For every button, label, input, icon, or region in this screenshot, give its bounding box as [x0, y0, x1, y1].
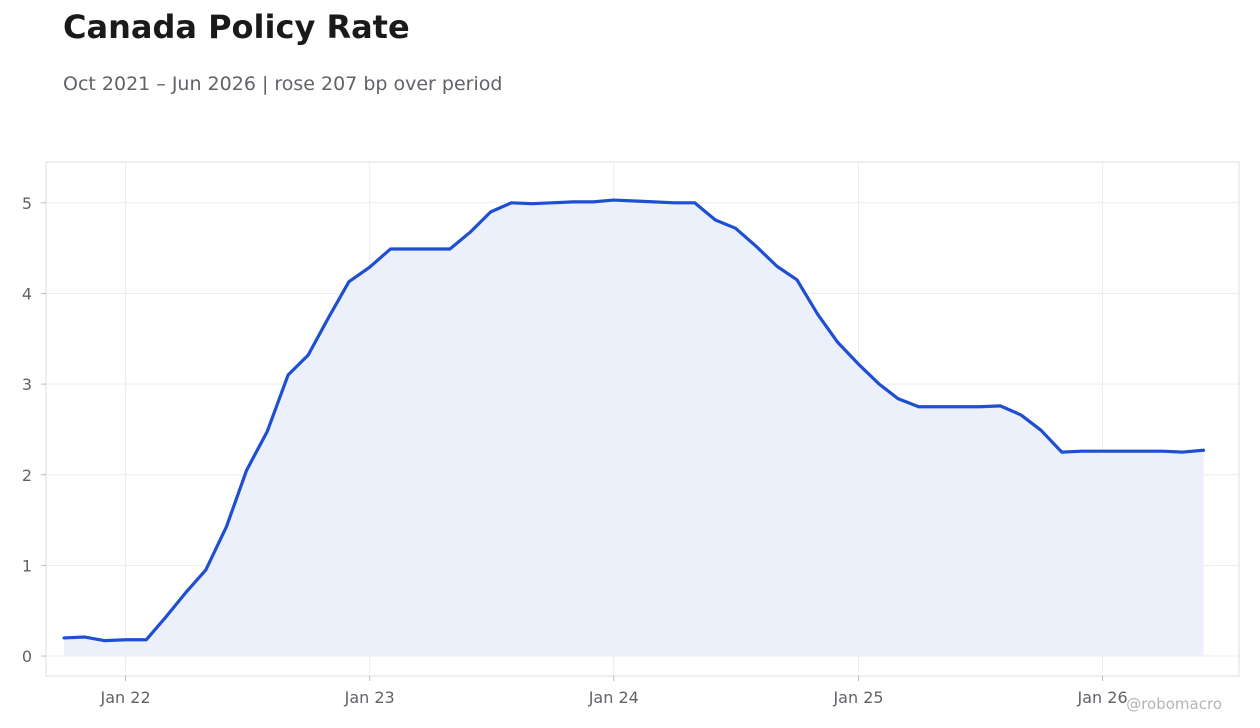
- x-tick-label: Jan 22: [100, 688, 151, 707]
- x-tick-label: Jan 24: [588, 688, 639, 707]
- series-area: [64, 200, 1204, 657]
- x-tick-label: Jan 23: [344, 688, 395, 707]
- y-tick-label: 3: [22, 375, 32, 394]
- y-tick-label: 0: [22, 647, 32, 666]
- chart-subtitle: Oct 2021 – Jun 2026 | rose 207 bp over p…: [63, 73, 503, 95]
- chart-title: Canada Policy Rate: [63, 8, 410, 46]
- watermark: @robomacro: [1126, 695, 1222, 713]
- y-tick-label: 4: [22, 284, 32, 303]
- series-line-layer: [62, 198, 1206, 643]
- series-line: [62, 198, 1206, 643]
- tick-labels: 0 1 2 3 4 5 Jan 22 Jan 23 Jan 24 Jan 25 Jan 26: [22, 194, 1128, 707]
- y-tick-label: 2: [22, 466, 32, 485]
- area-fill-layer: [64, 200, 1204, 657]
- y-tick-label: 1: [22, 556, 32, 575]
- y-tick-label: 5: [22, 194, 32, 213]
- x-tick-label: Jan 25: [832, 688, 883, 707]
- x-tick-label: Jan 26: [1077, 688, 1128, 707]
